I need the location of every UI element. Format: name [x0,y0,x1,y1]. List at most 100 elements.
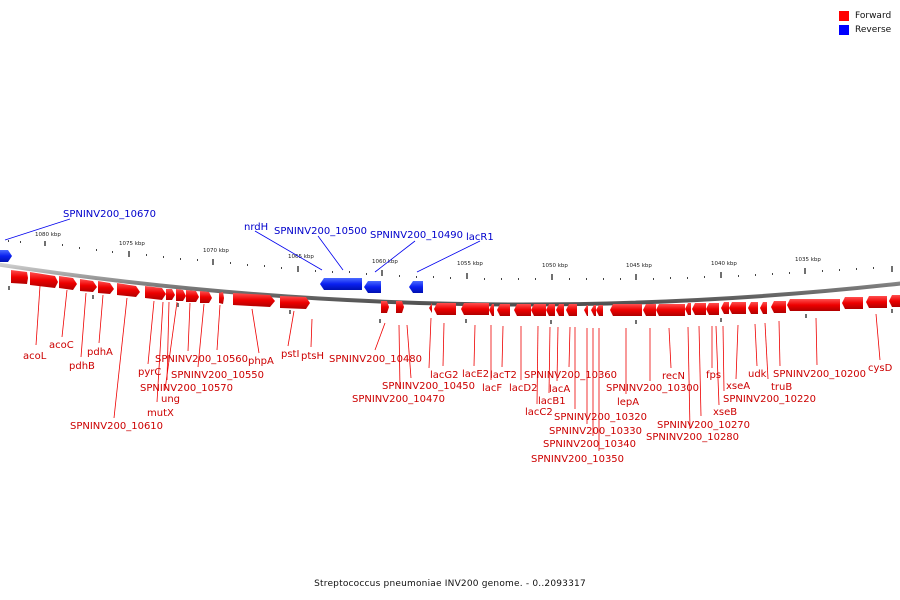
gene-label-forward[interactable]: pyrC [138,367,161,378]
forward-gene-arrow[interactable] [842,297,863,309]
gene-label-forward[interactable]: xseA [726,381,750,392]
forward-gene-arrow[interactable] [176,289,186,301]
gene-label-forward[interactable]: phpA [248,356,274,367]
gene-label-forward[interactable]: lacG2 [430,370,459,381]
scale-label: 1070 kbp [203,248,229,254]
forward-gene-arrow[interactable] [434,303,456,315]
forward-gene-arrow[interactable] [497,304,510,316]
gene-label-forward[interactable]: lacF [482,383,502,394]
gene-label-forward[interactable]: SPNINV200_10280 [646,432,739,443]
gene-label-forward[interactable]: SPNINV200_10350 [531,454,624,465]
forward-gene-arrow[interactable] [748,302,758,314]
forward-gene-arrow[interactable] [381,301,389,313]
gene-label-forward[interactable]: SPNINV200_10330 [549,426,642,437]
forward-gene-arrow[interactable] [596,305,603,316]
forward-gene-arrow[interactable] [514,304,531,316]
forward-gene-arrow[interactable] [117,283,140,297]
forward-gene-arrow[interactable] [531,304,546,316]
forward-gene-arrow[interactable] [692,303,706,315]
reverse-gene-arrow[interactable] [409,281,423,293]
gene-label-forward[interactable]: lepA [617,397,639,408]
forward-gene-arrow[interactable] [98,281,114,294]
forward-gene-arrow[interactable] [889,295,900,307]
forward-gene-arrow[interactable] [546,304,555,316]
gene-label-forward[interactable]: SPNINV200_10200 [773,369,866,380]
gene-label-forward[interactable]: recN [662,371,685,382]
gene-label-forward[interactable]: lacC2 [525,407,553,418]
gene-label-forward[interactable]: SPNINV200_10360 [524,370,617,381]
forward-gene-arrow[interactable] [145,286,166,300]
gene-label-forward[interactable]: lacD2 [509,383,537,394]
reverse-gene-arrow[interactable] [364,281,381,293]
forward-gene-arrow[interactable] [489,304,494,316]
gene-label-forward[interactable]: SPNINV200_10610 [70,421,163,432]
gene-label-forward[interactable]: SPNINV200_10560 [155,354,248,365]
forward-gene-arrow[interactable] [461,303,489,315]
reverse-gene-arrow[interactable] [320,278,362,290]
gene-label-forward[interactable]: SPNINV200_10300 [606,383,699,394]
forward-gene-arrow[interactable] [280,296,310,309]
forward-gene-arrow[interactable] [59,276,77,290]
scale-label: 1080 kbp [35,232,61,238]
gene-label-forward[interactable]: SPNINV200_10220 [723,394,816,405]
gene-label-forward[interactable]: lacB1 [538,396,566,407]
gene-label-forward[interactable]: pdhA [87,347,113,358]
gene-label-forward[interactable]: lacE2 [462,369,489,380]
forward-gene-arrow[interactable] [429,303,432,313]
gene-label-forward[interactable]: SPNINV200_10550 [171,370,264,381]
forward-gene-arrow[interactable] [706,303,719,315]
gene-label-forward[interactable]: ptsH [301,351,324,362]
forward-gene-arrow[interactable] [566,304,577,316]
gene-label-forward[interactable]: pdhB [69,361,95,372]
forward-gene-arrow[interactable] [233,293,275,307]
gene-label-forward[interactable]: SPNINV200_10270 [657,420,750,431]
gene-label-forward[interactable]: SPNINV200_10340 [543,439,636,450]
forward-gene-arrow[interactable] [866,296,887,308]
forward-gene-arrow[interactable] [556,304,564,316]
forward-gene-arrow[interactable] [729,302,746,314]
forward-gene-arrow[interactable] [591,305,596,316]
gene-label-forward[interactable]: fps [706,370,721,381]
gene-label-forward[interactable]: acoL [23,351,47,362]
gene-label-forward[interactable]: ung [161,394,180,405]
gene-label-forward[interactable]: lacT2 [490,370,517,381]
forward-gene-arrow[interactable] [787,299,840,311]
forward-gene-arrow[interactable] [30,272,58,288]
gene-label-reverse[interactable]: SPNINV200_10670 [63,209,156,220]
gene-label-forward[interactable]: mutX [147,408,174,419]
forward-gene-arrow[interactable] [200,291,212,303]
forward-gene-arrow[interactable] [760,302,767,314]
gene-label-forward[interactable]: SPNINV200_10470 [352,394,445,405]
gene-label-forward[interactable]: acoC [49,340,74,351]
forward-gene-arrow[interactable] [643,304,656,316]
forward-gene-arrow[interactable] [219,292,224,304]
gene-label-forward[interactable]: xseB [713,407,737,418]
forward-gene-arrow[interactable] [396,301,404,313]
forward-gene-arrow[interactable] [771,301,786,313]
scale-label: 1060 kbp [372,259,398,265]
gene-label-forward[interactable]: truB [771,382,792,393]
gene-label-forward[interactable]: SPNINV200_10570 [140,383,233,394]
gene-label-forward[interactable]: udk [748,369,767,380]
gene-label-forward[interactable]: pstI [281,349,299,360]
forward-gene-arrow[interactable] [166,289,175,300]
forward-gene-arrow[interactable] [11,270,28,284]
forward-gene-arrow[interactable] [186,290,199,302]
forward-gene-arrow[interactable] [721,302,729,314]
gene-label-forward[interactable]: lacA [549,384,570,395]
gene-label-reverse[interactable]: nrdH [244,222,268,233]
gene-label-reverse[interactable]: SPNINV200_10500 [274,226,367,237]
gene-label-forward[interactable]: SPNINV200_10480 [329,354,422,365]
gene-label-forward[interactable]: cysD [868,363,893,374]
gene-label-reverse[interactable]: lacR1 [466,232,494,243]
reverse-gene-arrow[interactable] [0,250,12,262]
forward-gene-arrow[interactable] [584,305,588,316]
forward-gene-arrow[interactable] [80,279,97,292]
gene-label-reverse[interactable]: SPNINV200_10490 [370,230,463,241]
forward-gene-arrow[interactable] [610,304,642,316]
forward-gene-arrow[interactable] [656,304,685,316]
forward-gene-arrow[interactable] [685,303,691,315]
gene-label-forward[interactable]: SPNINV200_10450 [382,381,475,392]
gene-label-forward[interactable]: SPNINV200_10320 [554,412,647,423]
